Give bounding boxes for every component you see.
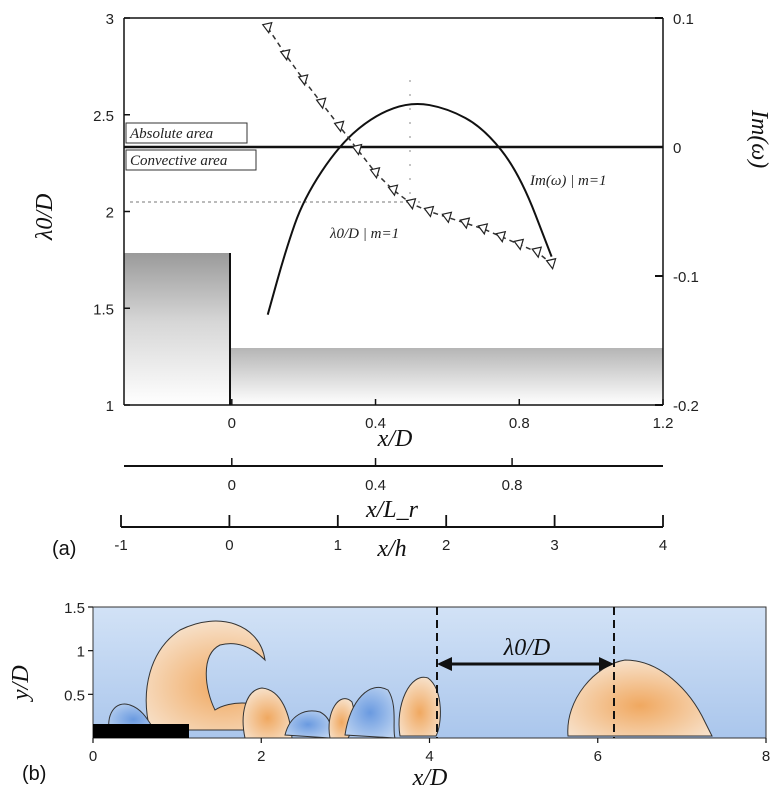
- lambda-marker: [441, 211, 453, 224]
- lambda-marker: [545, 257, 557, 271]
- lambda-curve-label: λ0/D | m=1: [329, 226, 399, 242]
- im-curve: [266, 103, 553, 315]
- wavelength-label: λ0/D: [503, 635, 550, 661]
- floor-band: [230, 348, 663, 405]
- series-im-omega: [266, 103, 553, 315]
- arrow-head-left: [437, 657, 452, 671]
- y-tick-label: 1.5: [93, 301, 114, 318]
- blue-structure-3: [344, 686, 396, 739]
- y2-tick-label: 0.1: [673, 11, 694, 28]
- x-tick-label: 1.2: [653, 415, 674, 432]
- absolute-area-label: Absolute area: [125, 122, 248, 144]
- lambda-marker: [477, 223, 489, 236]
- panel-a-label: (a): [52, 538, 76, 560]
- y-tick-label: 2: [106, 205, 114, 222]
- x-axis-label: x/D: [377, 426, 413, 452]
- b-x-axis-label: x/D: [412, 765, 448, 791]
- lambda-marker: [333, 120, 345, 133]
- lr-tick-label: 0: [228, 477, 236, 494]
- b-x-tick-label: 4: [425, 748, 433, 765]
- lambda-marker: [369, 166, 381, 180]
- y-tick-label: 3: [106, 11, 114, 28]
- b-y-tick-label: 1: [77, 644, 85, 661]
- bottom-ticks: 0 0.4 0.8 1.2: [228, 399, 674, 432]
- lambda-marker: [261, 21, 273, 34]
- b-y-ticks: 0.5 1 1.5: [64, 600, 93, 704]
- lr-tick-label: 0.8: [502, 477, 523, 494]
- lambda-marker: [495, 230, 507, 243]
- lr-tick-label: 0.4: [365, 477, 386, 494]
- x-tick-label: 0: [228, 415, 236, 432]
- h-tick-label: 3: [550, 537, 558, 554]
- b-y-tick-label: 0.5: [64, 687, 85, 704]
- step-block: [124, 253, 230, 405]
- h-ticks: -1 0 1 2 3 4: [114, 515, 667, 554]
- series-lambda: [261, 21, 557, 271]
- y-tick-label: 1: [106, 398, 114, 415]
- b-x-ticks: 0 2 4 6 8: [89, 738, 770, 765]
- im-curve-label: Im(ω) | m=1: [529, 173, 607, 189]
- lambda-marker: [423, 205, 435, 218]
- y-axis-label: λ0/D: [32, 194, 58, 241]
- y2-tick-label: 0: [673, 140, 681, 157]
- x-tick-label: 0.8: [509, 415, 530, 432]
- lambda-marker: [405, 197, 417, 211]
- lr-axis-label: x/L_r: [365, 497, 419, 523]
- left-ticks: 1 1.5 2 2.5 3: [93, 11, 130, 415]
- right-ticks: -0.2 -0.1 0 0.1: [655, 11, 699, 415]
- h-tick-label: 1: [334, 537, 342, 554]
- large-red-structure: [145, 620, 302, 731]
- red-structure-4: [567, 659, 713, 737]
- lambda-marker: [459, 217, 471, 230]
- lambda-marker: [531, 246, 543, 259]
- x-tick-label: 0.4: [365, 415, 386, 432]
- red-structure-3: [398, 676, 441, 737]
- panel-b-label: (b): [22, 763, 46, 785]
- lambda-marker: [513, 238, 525, 251]
- lambda-marker: [279, 48, 291, 62]
- panel-a: Absolute area Convective area 11.522.53 …: [32, 11, 772, 562]
- lambda-marker: [351, 143, 363, 156]
- step-body: [93, 724, 189, 738]
- h-tick-label: 0: [225, 537, 233, 554]
- h-tick-label: 2: [442, 537, 450, 554]
- b-y-axis-label: y/D: [8, 665, 34, 702]
- convective-area-text: Convective area: [130, 153, 227, 169]
- panel-b: λ0/D 0 2 4 6 8 0.5 1 1.5 y/D x/D (b): [8, 600, 770, 791]
- b-x-tick-label: 6: [594, 748, 602, 765]
- h-tick-label: -1: [114, 537, 127, 554]
- y-tick-label: 2.5: [93, 108, 114, 125]
- b-x-tick-label: 0: [89, 748, 97, 765]
- b-x-tick-label: 2: [257, 748, 265, 765]
- y2-tick-label: -0.2: [673, 398, 699, 415]
- y2-tick-label: -0.1: [673, 269, 699, 286]
- lambda-marker: [315, 97, 327, 110]
- h-tick-label: 4: [659, 537, 667, 554]
- lambda-marker: [297, 74, 309, 87]
- lambda-marker: [387, 184, 399, 197]
- b-x-tick-label: 8: [762, 748, 770, 765]
- absolute-area-text: Absolute area: [129, 126, 213, 142]
- convective-area-label: Convective area: [125, 149, 257, 171]
- y2-axis-label: Im(ω): [746, 109, 772, 168]
- arrow-head-right: [599, 657, 614, 671]
- b-y-tick-label: 1.5: [64, 600, 85, 617]
- lambda-line: [267, 27, 553, 265]
- h-axis-label: x/h: [376, 536, 406, 562]
- lr-ticks: 0 0.4 0.8: [228, 458, 523, 494]
